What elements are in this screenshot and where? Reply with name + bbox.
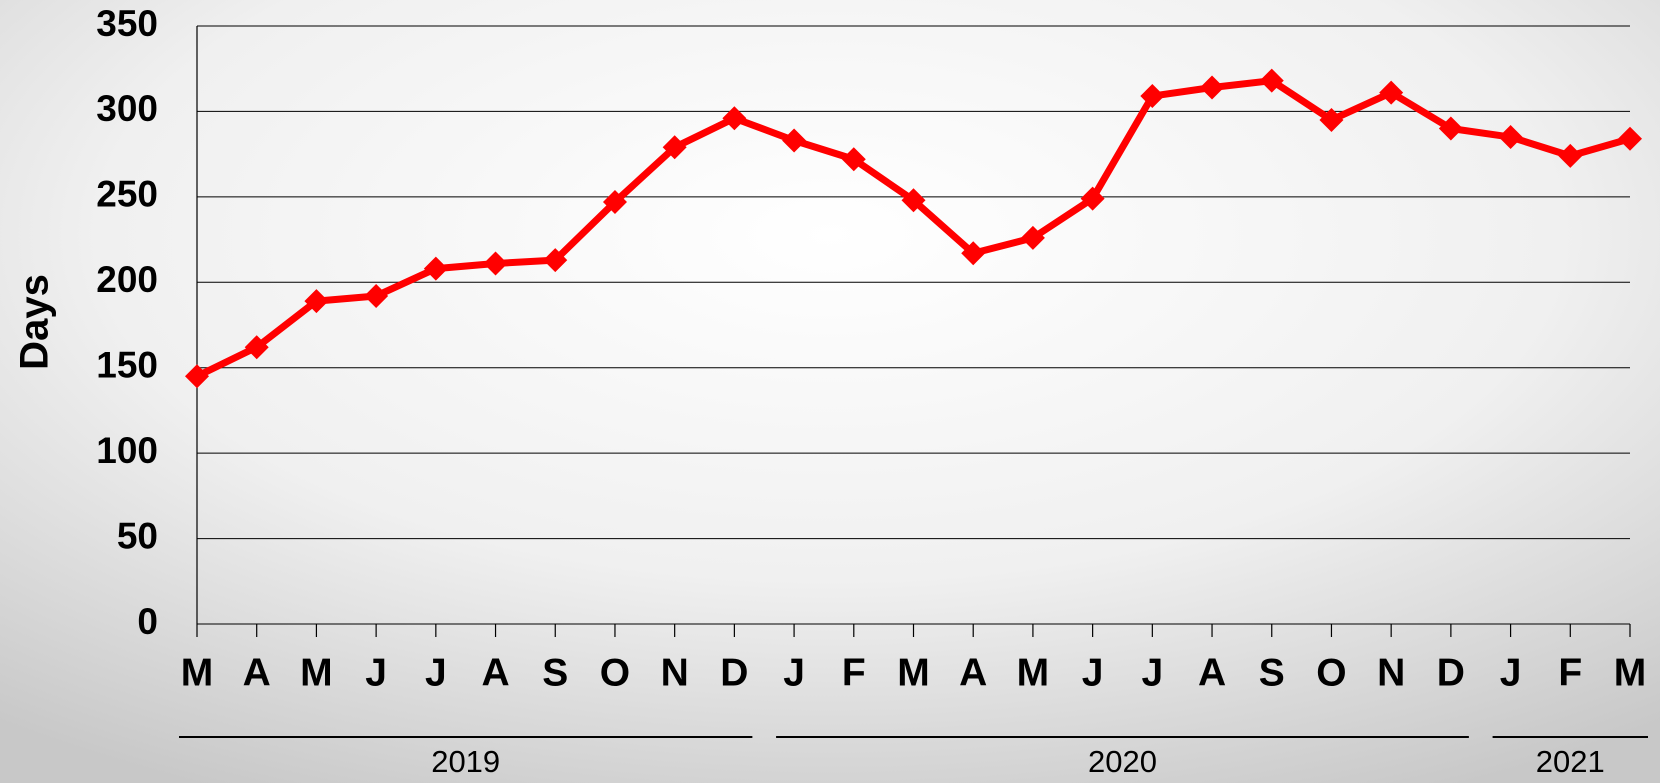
y-tick-label: 0 [137, 601, 158, 642]
marker [1259, 68, 1284, 93]
year-label: 2019 [431, 744, 500, 779]
marker [543, 248, 568, 273]
x-tick-label: A [1198, 651, 1226, 694]
y-tick-label: 150 [96, 344, 158, 385]
marker [782, 128, 807, 153]
x-tick-label: M [1614, 651, 1647, 694]
x-tick-label: D [720, 651, 748, 694]
x-tick-label: M [897, 651, 930, 694]
x-tick-label: N [1377, 651, 1405, 694]
x-tick-label: J [1500, 651, 1522, 694]
marker [364, 283, 389, 308]
marker [483, 251, 508, 276]
marker [423, 256, 448, 281]
x-tick-label: S [542, 651, 568, 694]
marker [1200, 75, 1225, 100]
marker [1558, 143, 1583, 168]
x-tick-label: M [181, 651, 214, 694]
marker [1498, 125, 1523, 150]
x-tick-label: J [365, 651, 387, 694]
marker [185, 364, 209, 389]
y-tick-label: 100 [96, 430, 158, 471]
year-label: 2021 [1536, 744, 1605, 779]
x-tick-label: D [1437, 651, 1465, 694]
y-tick-label: 250 [96, 174, 158, 215]
marker [1080, 186, 1105, 211]
x-tick-label: N [661, 651, 689, 694]
marker [1140, 84, 1165, 109]
x-tick-label: F [1558, 651, 1582, 694]
x-tick-label: A [481, 651, 509, 694]
x-tick-label: J [1141, 651, 1163, 694]
x-tick-label: M [1017, 651, 1050, 694]
x-tick-label: A [243, 651, 271, 694]
marker [244, 335, 269, 360]
marker [1319, 107, 1344, 132]
x-tick-label: M [300, 651, 333, 694]
marker [841, 147, 866, 172]
marker [1379, 80, 1404, 105]
x-tick-label: A [959, 651, 987, 694]
y-tick-label: 350 [96, 3, 158, 44]
x-tick-label: O [1316, 651, 1346, 694]
marker [1438, 116, 1463, 141]
marker [901, 188, 926, 213]
marker [602, 189, 627, 214]
x-tick-label: J [783, 651, 805, 694]
marker [662, 135, 687, 160]
x-tick-label: J [425, 651, 447, 694]
y-axis-title: Days [13, 274, 57, 370]
marker [961, 241, 986, 266]
marker [722, 106, 747, 131]
x-tick-label: O [600, 651, 630, 694]
y-tick-label: 50 [117, 515, 158, 556]
y-tick-label: 300 [96, 88, 158, 129]
x-tick-label: F [842, 651, 866, 694]
marker [1020, 225, 1045, 250]
x-tick-label: J [1082, 651, 1104, 694]
x-tick-label: S [1259, 651, 1285, 694]
marker [1618, 126, 1642, 151]
year-label: 2020 [1088, 744, 1157, 779]
y-tick-label: 200 [96, 259, 158, 300]
marker [304, 289, 329, 314]
